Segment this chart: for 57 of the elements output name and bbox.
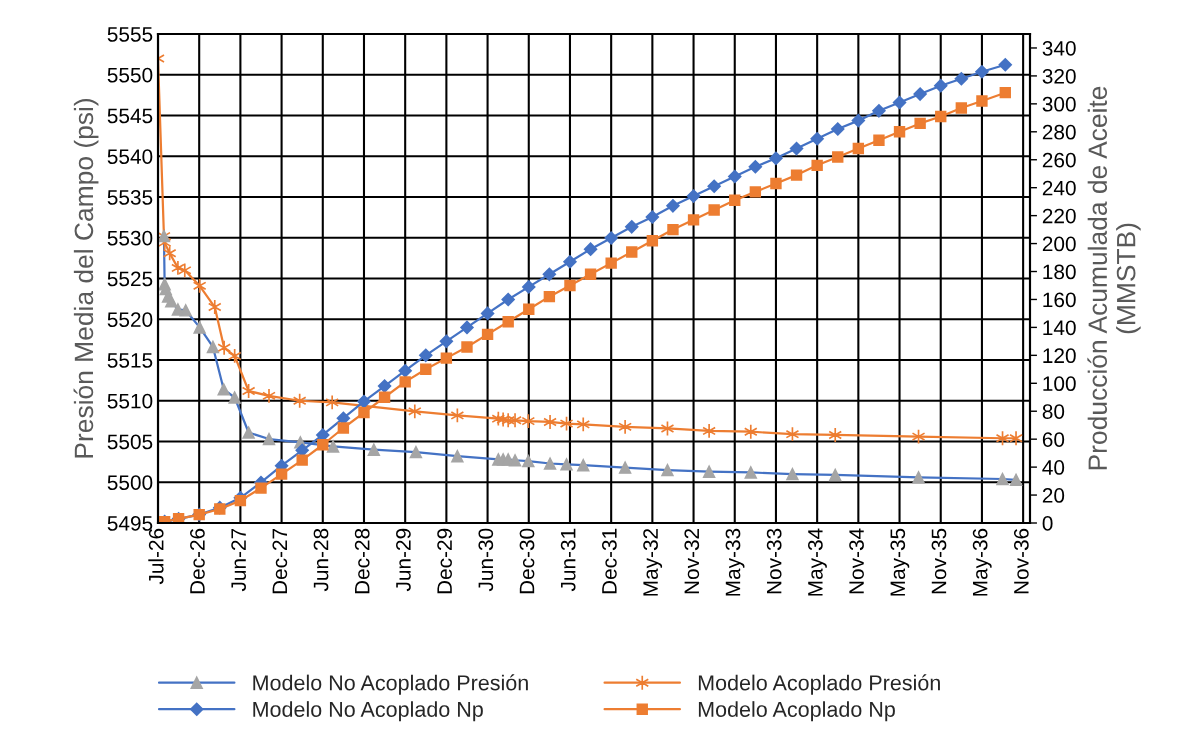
y2-tick-label: 60 [1042, 432, 1065, 447]
y2-axis-title: Producción Acumulada de Aceite (MMSTB) [1087, 86, 1141, 470]
y2-tick-label: 120 [1043, 348, 1076, 364]
y2-tick-label: 40 [1042, 460, 1065, 475]
x-tick-label: Jun-29 [396, 528, 411, 592]
y2-tick-label: 180 [1043, 264, 1076, 280]
x-tick-label: Nov-36 [1013, 528, 1029, 594]
x-tick-label: May-33 [725, 528, 745, 596]
x-tick-label: Nov-33 [766, 528, 782, 594]
x-tick-label: Dec-26 [190, 528, 205, 594]
y2-tick-label: 340 [1042, 40, 1076, 56]
x-tick-label: Dec-27 [272, 528, 288, 594]
y-tick-label: 5545 [107, 108, 153, 124]
x-tick-label: May-35 [890, 528, 910, 596]
y-tick-label: 5550 [107, 67, 153, 83]
y-tick-label: 5525 [107, 271, 153, 287]
y2-tick-label: 160 [1043, 292, 1076, 308]
x-tick-label: Dec-28 [354, 528, 370, 594]
y-tick-label: 5505 [107, 434, 153, 450]
y2-tick-label: 0 [1042, 516, 1053, 531]
y-tick-label: 5540 [107, 149, 153, 164]
legend-label: Modelo No Acoplado Presión [253, 674, 528, 695]
x-tick-label: Dec-29 [437, 528, 452, 594]
y-tick-label: 5500 [107, 475, 153, 490]
y-tick-label: 5530 [107, 230, 153, 246]
y-tick-label: 5510 [107, 393, 153, 409]
x-tick-label: Jun-28 [313, 528, 329, 592]
x-tick-label: Nov-35 [931, 528, 947, 594]
x-tick-label: Nov-34 [849, 528, 864, 594]
x-tick-label: Nov-32 [684, 528, 700, 594]
y2-tick-label: 300 [1042, 96, 1076, 112]
legend-label: Modelo Acoplado Np [698, 701, 895, 722]
legend-label: Modelo No Acoplado Np [253, 701, 483, 722]
y-axis-title: Presión Media del Campo (psi) [73, 98, 99, 458]
y2-tick-label: 100 [1043, 376, 1076, 392]
x-tick-label: Jun-30 [478, 528, 494, 592]
x-tick-label: Jun-31 [560, 528, 576, 592]
y-tick-label: 5555 [107, 27, 153, 42]
y2-tick-label: 220 [1042, 208, 1076, 224]
y-tick-label: 5515 [107, 353, 153, 368]
y2-tick-label: 240 [1042, 180, 1076, 196]
legend-label: Modelo Acoplado Presión [698, 674, 940, 695]
y2-tick-label: 280 [1042, 124, 1076, 140]
x-tick-label: May-34 [807, 528, 827, 596]
y2-tick-label: 320 [1042, 68, 1076, 84]
x-tick-label: May-36 [972, 528, 992, 596]
y-tick-label: 5520 [107, 312, 153, 327]
y-tick-label: 5535 [107, 190, 153, 205]
x-tick-label: May-32 [643, 528, 663, 596]
y2-tick-label: 20 [1042, 488, 1065, 503]
y2-tick-label: 140 [1043, 320, 1076, 336]
x-tick-label: Dec-30 [519, 528, 535, 594]
y2-tick-label: 80 [1042, 404, 1065, 419]
x-tick-label: Jun-27 [231, 528, 246, 592]
y2-tick-label: 200 [1042, 236, 1076, 252]
y2-tick-label: 260 [1042, 152, 1076, 168]
x-tick-label: Dec-31 [602, 528, 617, 594]
